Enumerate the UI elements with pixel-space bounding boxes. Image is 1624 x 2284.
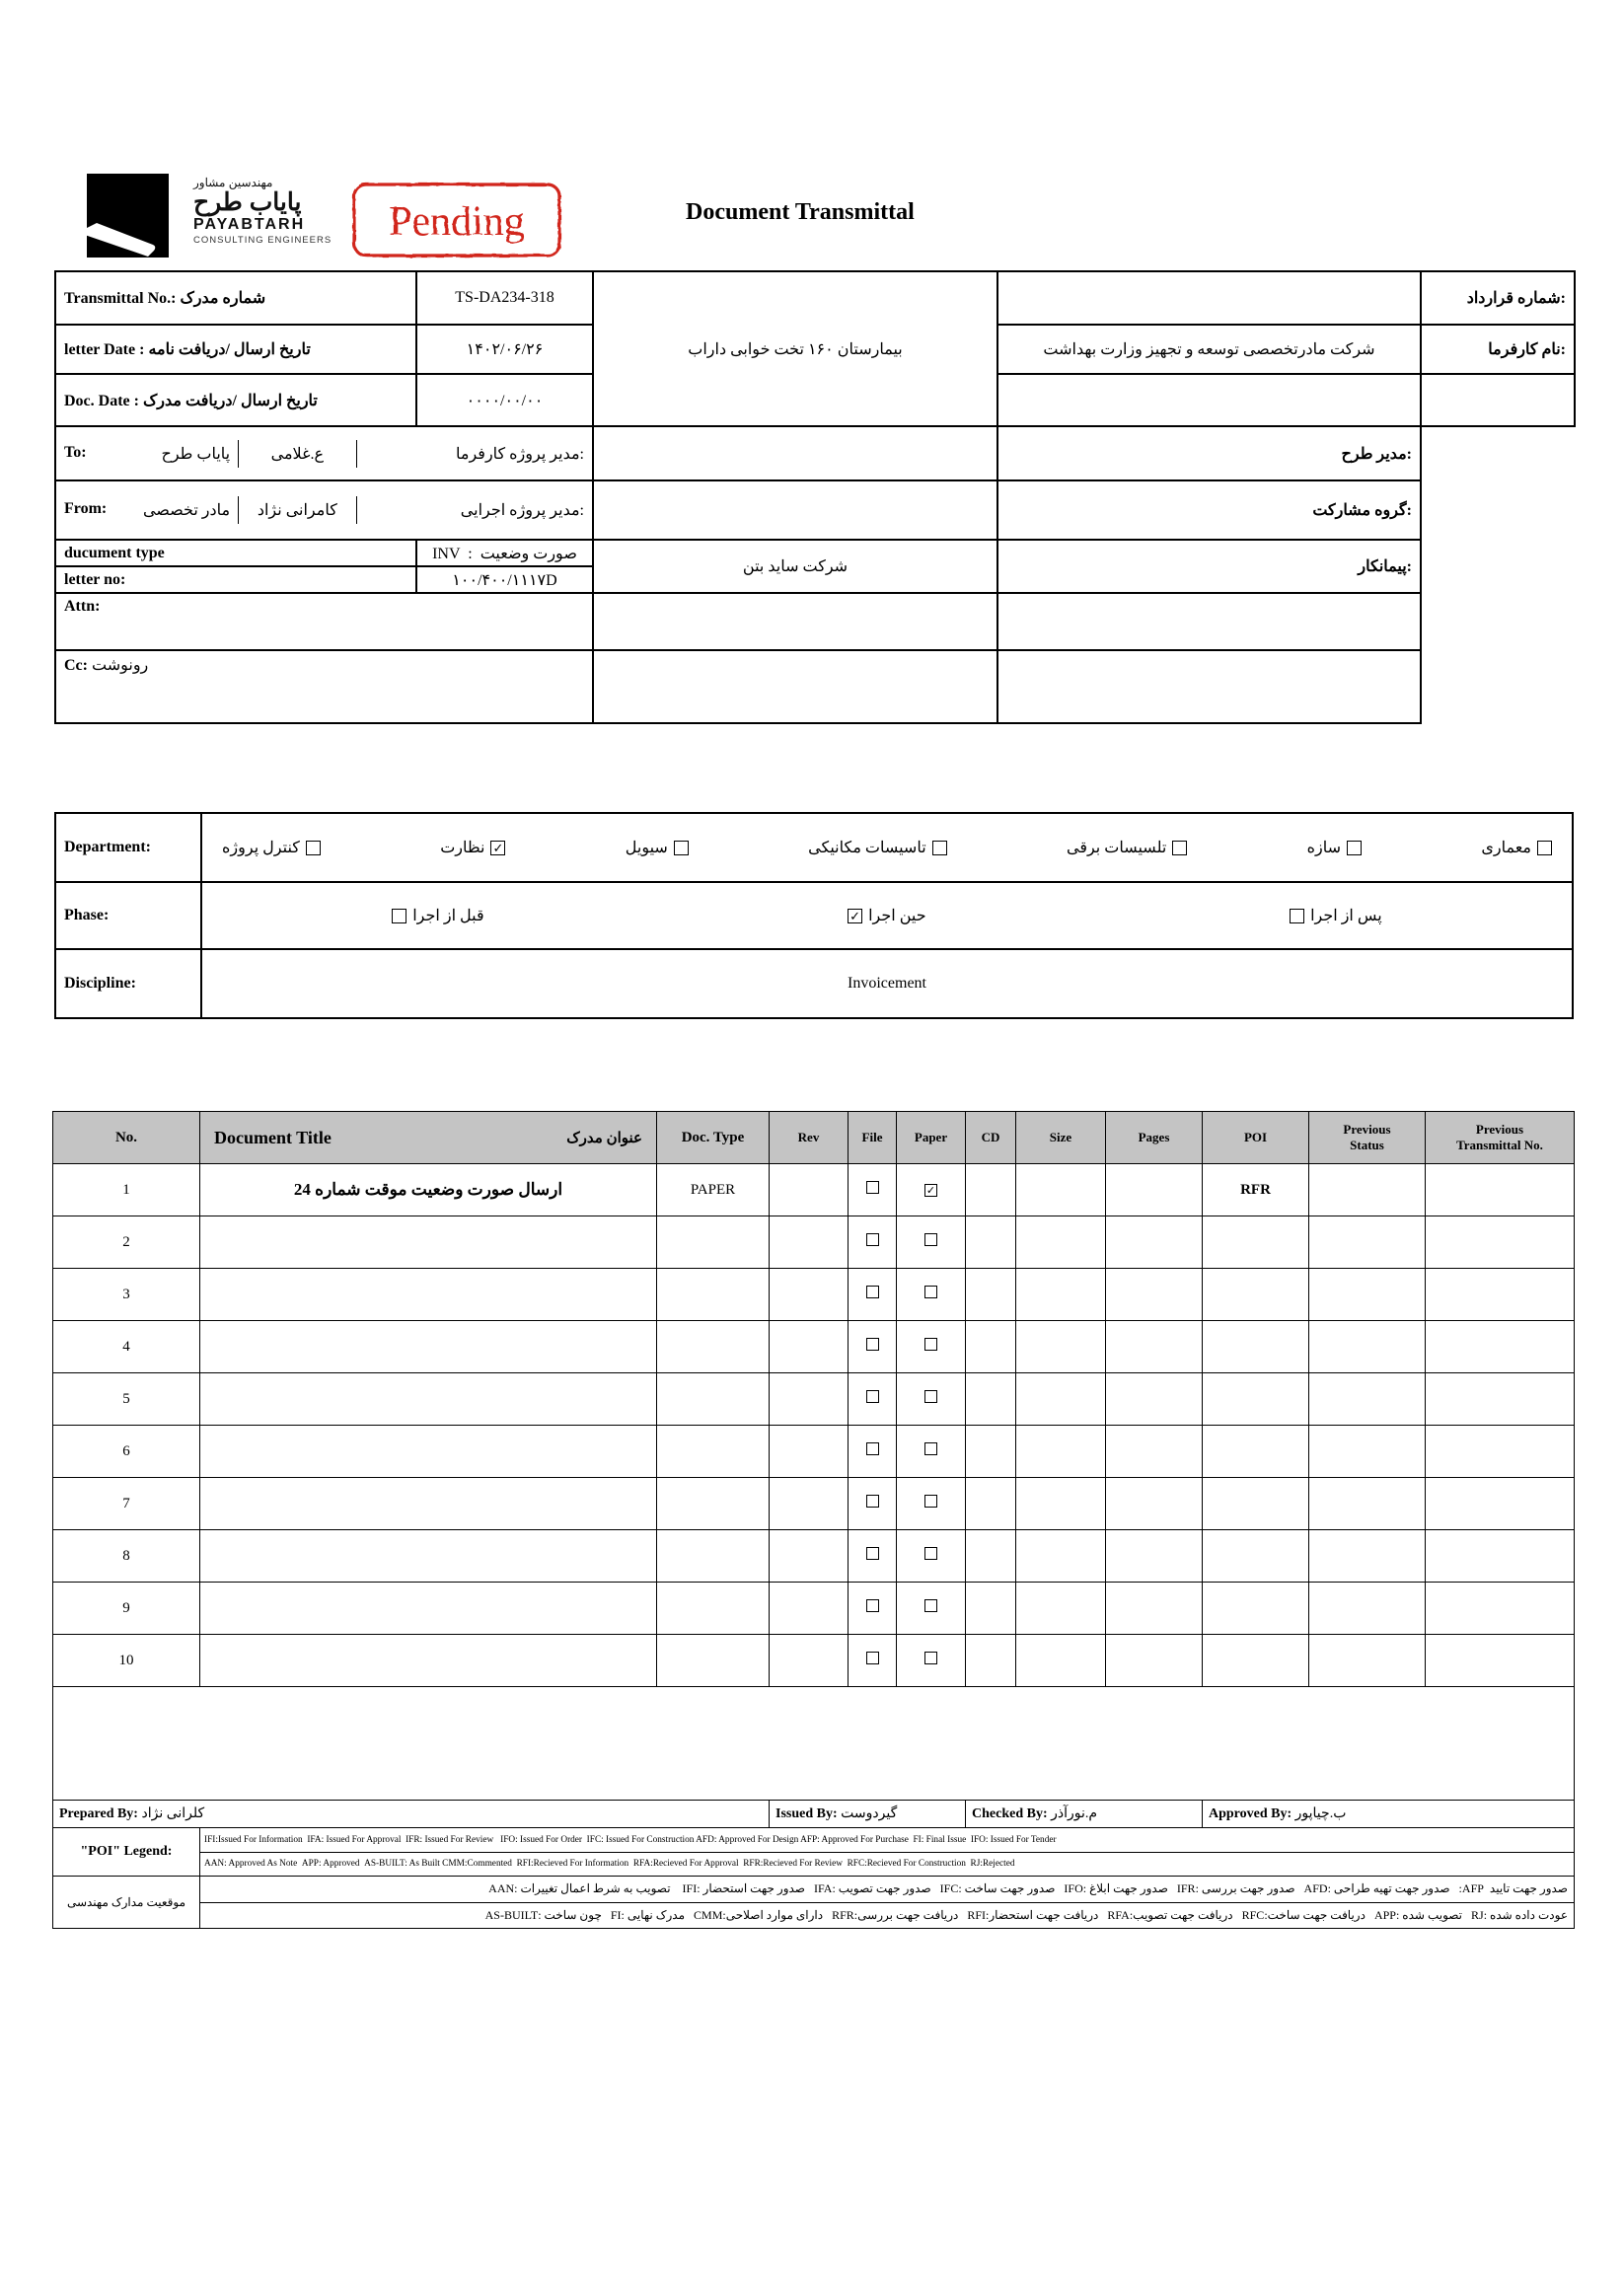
svg-text:Pending: Pending: [389, 199, 525, 245]
